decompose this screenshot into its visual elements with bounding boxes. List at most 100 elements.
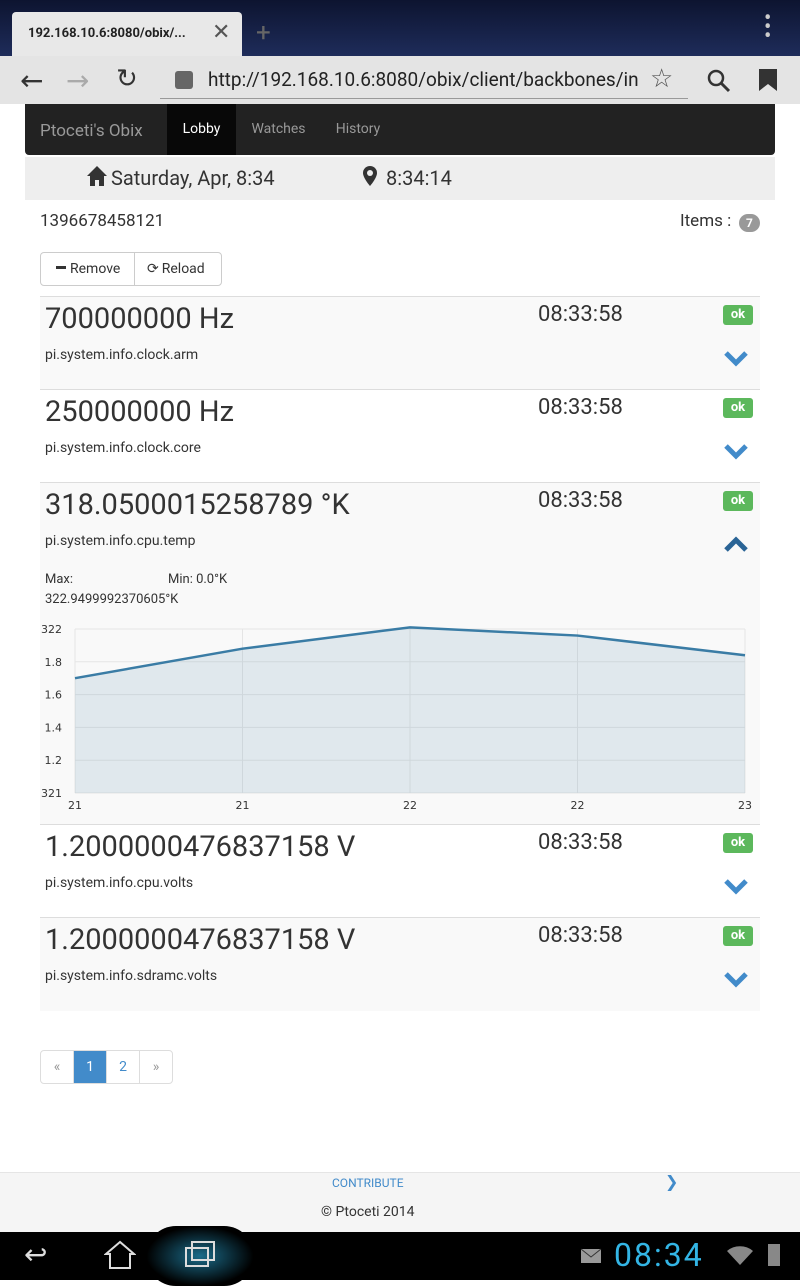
item-status: ok	[723, 305, 753, 325]
x-tick-label: 22	[403, 799, 417, 812]
timestamp: 1396678458121	[40, 211, 165, 231]
sys-home[interactable]	[104, 1240, 136, 1270]
copyright: © Ptoceti 2014	[321, 1204, 415, 1220]
nav-item[interactable]: Watches	[251, 121, 306, 137]
toolbar	[0, 56, 800, 104]
item-value: 318.0500015258789 °K	[45, 488, 350, 522]
max-label: Max:	[45, 572, 74, 587]
date: Saturday, Apr, 8:34	[111, 166, 275, 190]
battery-icon	[768, 1244, 780, 1266]
page-next[interactable]: »	[139, 1050, 173, 1084]
expand-toggle[interactable]	[723, 877, 749, 895]
sys-back[interactable]: ↩	[24, 1238, 48, 1271]
items-label: Items :	[680, 211, 732, 231]
item-status: ok	[723, 398, 753, 418]
system-bar	[0, 1232, 800, 1280]
item-time: 08:33:58	[538, 302, 623, 327]
chevron	[724, 351, 748, 367]
expand-toggle[interactable]	[723, 442, 749, 460]
home-icon	[87, 166, 107, 186]
clock: 08:34	[614, 1236, 704, 1274]
site-icon	[175, 71, 193, 89]
menu[interactable]: • • •	[764, 6, 772, 49]
chevron	[724, 972, 748, 988]
url[interactable]: http://192.168.10.6:8080/obix/client/bac…	[208, 68, 638, 91]
search[interactable]	[706, 68, 732, 94]
items-count: 7	[739, 214, 760, 232]
bookmark-star[interactable]: ☆	[650, 64, 674, 94]
brand[interactable]: Ptoceti's Obix	[40, 121, 143, 141]
x-tick-label: 23	[738, 799, 752, 812]
y-tick-label: 321	[41, 787, 62, 800]
page-link[interactable]: 2	[106, 1050, 140, 1084]
expand-toggle[interactable]	[723, 349, 749, 367]
y-tick-label: 1.4	[45, 721, 63, 734]
recent-glow	[146, 1226, 254, 1286]
url-field[interactable]	[160, 64, 688, 99]
max-value: 322.9499992370605°K	[45, 592, 179, 607]
remove-label[interactable]: Remove	[70, 261, 121, 277]
expand-toggle[interactable]	[723, 535, 749, 553]
item-name: pi.system.info.sdramc.volts	[45, 968, 218, 984]
item-name: pi.system.info.cpu.temp	[45, 533, 196, 549]
item-name: pi.system.info.cpu.volts	[45, 875, 194, 891]
y-tick-label: 322	[41, 623, 62, 636]
area-fill	[75, 627, 745, 793]
y-tick-label: 1.8	[45, 656, 63, 669]
watch-item: 1.2000000476837158 V 08:33:58 ok pi.system.…	[40, 824, 760, 918]
reload[interactable]: ↻	[116, 64, 138, 94]
time: 8:34:14	[386, 166, 452, 190]
item-time: 08:33:58	[538, 923, 623, 948]
item-value: 1.2000000476837158 V	[45, 830, 356, 864]
chevron	[724, 879, 748, 895]
y-tick-label: 1.6	[45, 689, 63, 702]
contribute-link[interactable]: CONTRIBUTE	[332, 1176, 404, 1190]
page-prev[interactable]: «	[40, 1050, 74, 1084]
reload-label[interactable]: Reload	[161, 261, 205, 277]
footer	[0, 1172, 800, 1233]
sys-recent[interactable]	[184, 1240, 216, 1270]
item-status: ok	[723, 833, 753, 853]
item-time: 08:33:58	[538, 830, 623, 855]
watch-item: 1.2000000476837158 V 08:33:58 ok pi.system.…	[40, 917, 760, 1011]
watch-item: 250000000 Hz 08:33:58 ok pi.system.info.clo…	[40, 389, 760, 483]
chart: 321 1.2 1.4 1.6 1.8 322 21 21 22 22 23	[41, 623, 752, 812]
expand-toggle[interactable]	[723, 970, 749, 988]
chevron	[724, 536, 748, 552]
item-value: 1.2000000476837158 V	[45, 923, 356, 957]
item-status: ok	[723, 491, 753, 511]
item-status: ok	[723, 926, 753, 946]
footer-arrow[interactable]: ❯	[665, 1172, 679, 1191]
item-time: 08:33:58	[538, 488, 623, 513]
watch-item: 700000000 Hz 08:33:58 ok pi.system.info.clo…	[40, 296, 760, 390]
item-value: 700000000 Hz	[45, 302, 234, 336]
tab[interactable]	[12, 12, 242, 56]
min-value: Min: 0.0°K	[168, 572, 228, 587]
nav-item[interactable]: Lobby	[167, 104, 236, 155]
bookmarks[interactable]	[758, 68, 778, 92]
item-value: 250000000 Hz	[45, 395, 234, 429]
item-time: 08:33:58	[538, 395, 623, 420]
pin-icon	[363, 166, 377, 186]
item-name: pi.system.info.clock.core	[45, 440, 201, 456]
x-tick-label: 21	[236, 799, 250, 812]
line	[74, 626, 746, 680]
new-tab[interactable]: +	[256, 18, 271, 48]
back[interactable]: ←	[20, 64, 44, 97]
tab-title[interactable]: 192.168.10.6:8080/obix/...	[28, 26, 186, 41]
forward[interactable]: →	[66, 64, 90, 97]
status-bar	[25, 157, 775, 200]
item-name: pi.system.info.clock.arm	[45, 347, 199, 363]
nav-item[interactable]: History	[335, 121, 381, 137]
remove-button[interactable]: Remove	[40, 252, 136, 286]
chevron	[724, 444, 748, 460]
x-tick-label: 22	[571, 799, 585, 812]
y-tick-label: 1.2	[45, 754, 63, 767]
page-link[interactable]: 1	[73, 1050, 107, 1084]
wifi-icon	[727, 1246, 753, 1265]
tab-close[interactable]: ✕	[212, 20, 231, 45]
x-tick-label: 21	[68, 799, 82, 812]
reload-button[interactable]: ⟳ Reload	[134, 252, 222, 286]
watch-item: 318.0500015258789 °K 08:33:58 ok pi.system.…	[40, 482, 760, 825]
